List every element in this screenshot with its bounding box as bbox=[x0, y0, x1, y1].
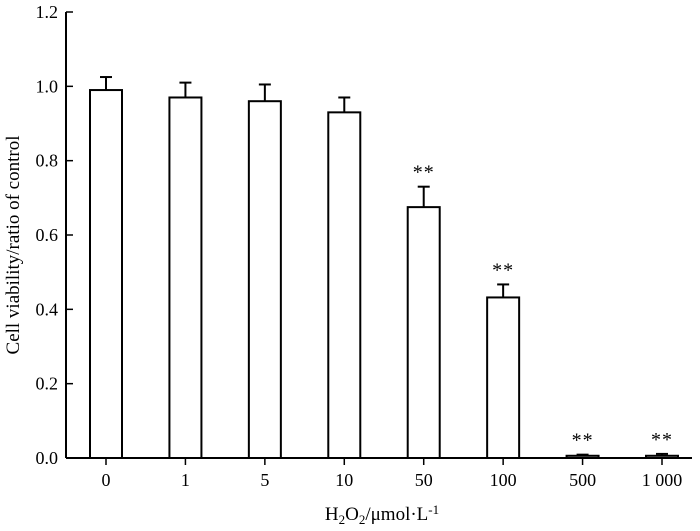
x-tick-label: 1 bbox=[181, 470, 190, 490]
y-tick-label: 1.0 bbox=[36, 76, 59, 96]
bar-50 bbox=[406, 206, 441, 459]
y-tick-label: 0.6 bbox=[36, 225, 59, 245]
significance-label: ** bbox=[572, 430, 594, 452]
x-tick-label: 5 bbox=[260, 470, 269, 490]
bar-1 bbox=[168, 96, 203, 459]
axes-layer bbox=[65, 11, 692, 465]
x-tick-label: 100 bbox=[490, 470, 517, 490]
significance-label: ** bbox=[651, 429, 673, 451]
x-tick-label: 1 000 bbox=[642, 470, 683, 490]
y-axis-title: Cell viability/ratio of control bbox=[3, 136, 24, 355]
x-tick-label: 0 bbox=[102, 470, 111, 490]
x-tick-label: 500 bbox=[569, 470, 596, 490]
x-axis-title-part: H bbox=[325, 504, 339, 525]
bar-500 bbox=[565, 454, 600, 459]
x-axis-title-part: 2 bbox=[359, 512, 366, 527]
significance-label: ** bbox=[492, 259, 514, 281]
bar-100 bbox=[486, 296, 521, 459]
y-tick-label: 0.8 bbox=[36, 151, 59, 171]
x-tick-label: 10 bbox=[335, 470, 353, 490]
x-axis-title-part: O bbox=[345, 504, 359, 525]
bar-5 bbox=[247, 100, 282, 459]
x-axis-title: H2O2/μmol·L-1 bbox=[325, 502, 439, 527]
x-axis-title-part: -1 bbox=[428, 502, 439, 517]
bar-10 bbox=[327, 111, 362, 459]
y-tick-label: 0.2 bbox=[36, 374, 59, 394]
x-axis-title-part: 2 bbox=[339, 512, 346, 527]
labels-layer: 0.0 0.2 0.4 0.6 0.8 1.0 1.2 0 1 5 10 ** 50 ** 100 ** 500… bbox=[3, 2, 682, 527]
bar-0 bbox=[89, 89, 123, 460]
y-tick-label: 0.0 bbox=[36, 448, 59, 468]
x-axis-title-part: /μmol·L bbox=[365, 504, 428, 525]
x-tick-label: 50 bbox=[415, 470, 433, 490]
y-tick-label: 1.2 bbox=[36, 2, 59, 22]
y-tick-label: 0.4 bbox=[36, 299, 59, 319]
bars-layer bbox=[89, 76, 679, 460]
bar-1000 bbox=[645, 454, 679, 459]
significance-label: ** bbox=[413, 162, 435, 184]
